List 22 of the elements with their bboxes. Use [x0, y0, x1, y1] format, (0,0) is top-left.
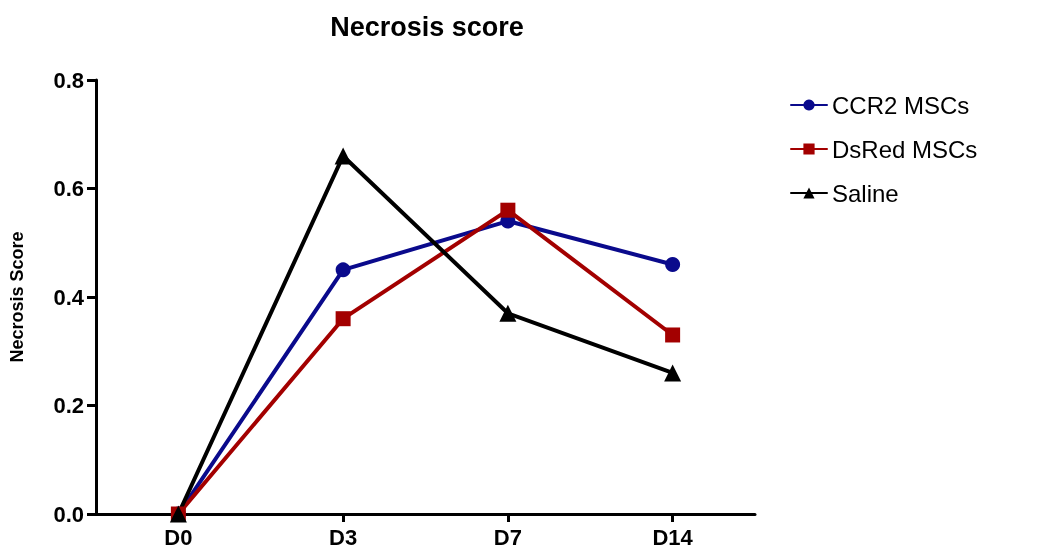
point	[334, 147, 352, 165]
x-tick-label: D14	[652, 524, 694, 550]
y-tick-label: 0.8	[53, 67, 84, 93]
chart-title: Necrosis score	[330, 11, 524, 42]
legend-label: Saline	[832, 179, 899, 207]
point	[499, 304, 517, 322]
point	[665, 327, 681, 343]
point	[335, 262, 351, 278]
y-tick-label: 0.6	[53, 176, 84, 201]
y-tick-label: 0.4	[53, 284, 85, 310]
point	[665, 256, 681, 272]
x-tick-label: D7	[493, 524, 522, 550]
legend-label: CCR2 MSCs	[832, 91, 970, 119]
y-tick-label: 0.0	[53, 501, 84, 527]
x-tick-label: D3	[329, 524, 358, 550]
point	[335, 311, 351, 327]
x-tick-label: D0	[164, 524, 193, 550]
point	[664, 364, 682, 382]
y-axis-title: Necrosis Score	[7, 231, 27, 363]
legend-label: DsRed MSCs	[832, 135, 978, 163]
y-tick-label: 0.2	[53, 393, 84, 418]
point	[500, 202, 516, 218]
